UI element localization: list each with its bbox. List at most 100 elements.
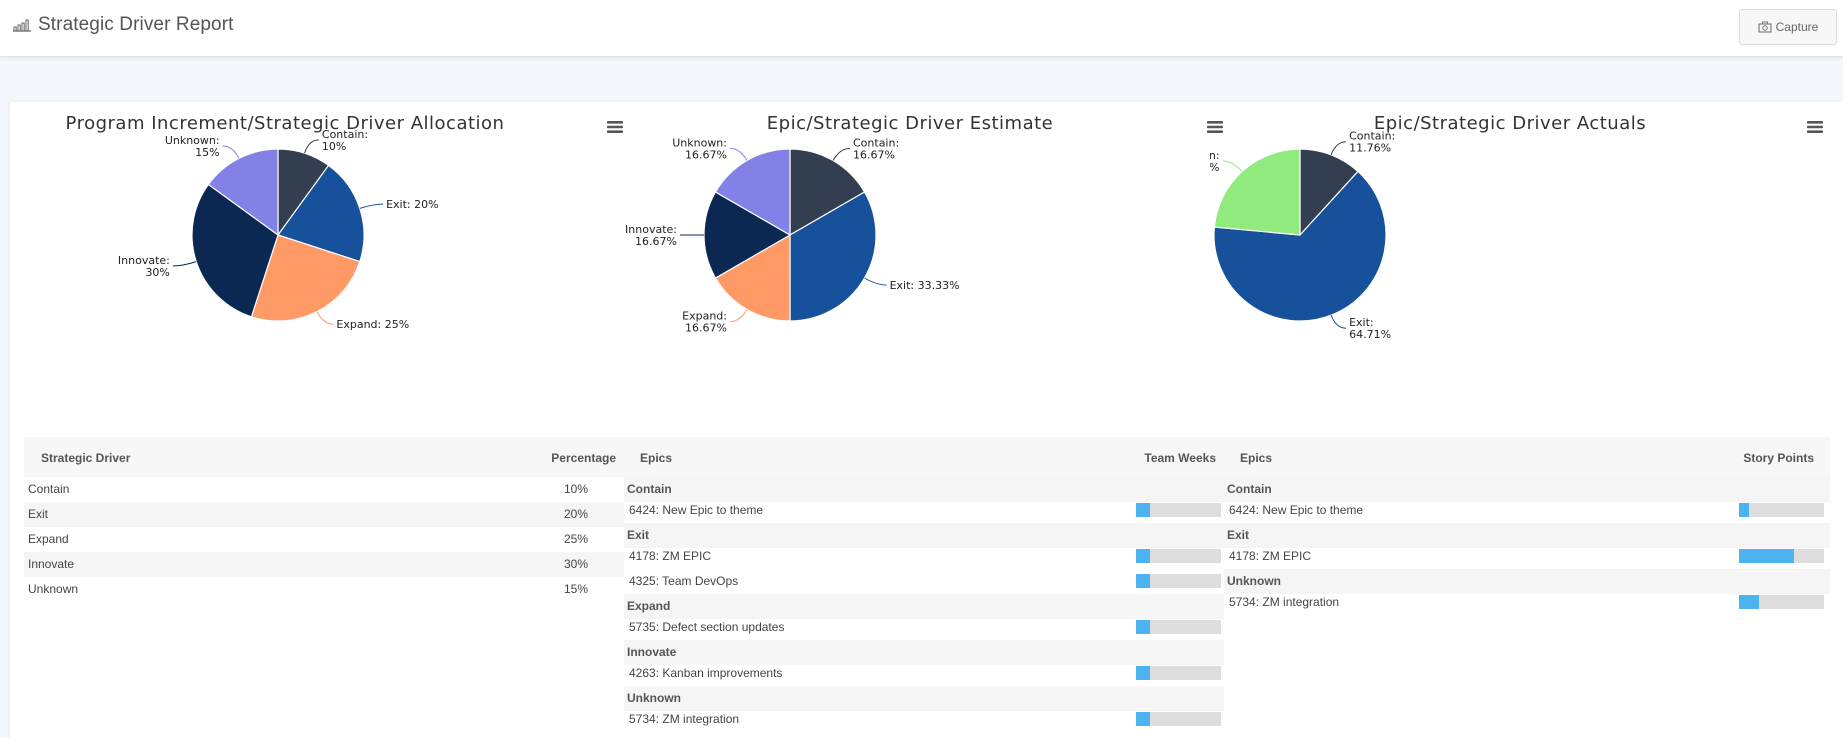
label-connector [832, 147, 851, 161]
slice-label: Innovate: [625, 223, 677, 236]
estimate-pie: Contain:16.67%Exit: 33.33%Expand:16.67%I… [625, 136, 960, 335]
epic-row[interactable]: 5734: ZM integration [1224, 590, 1830, 615]
slice-label: Unknown: [1210, 149, 1220, 162]
chart-title: Epic/Strategic Driver Estimate [766, 113, 1054, 134]
column-header: Epics [1240, 451, 1273, 465]
pie-slice-contain[interactable] [1299, 148, 1359, 237]
table-row: Innovate 30% [24, 552, 624, 577]
top-bar: Strategic Driver Report Capture [0, 0, 1843, 57]
pie-slice-unknown[interactable] [714, 148, 791, 237]
slice-label: Exit: [1349, 316, 1374, 329]
progress-bar-fill [1136, 666, 1150, 680]
chart-menu-icon[interactable] [1206, 120, 1224, 134]
label-connector [1330, 141, 1347, 155]
pie-slice-innovate[interactable] [703, 191, 792, 279]
label-connector [864, 277, 887, 286]
slice-label: Innovate: [118, 254, 170, 267]
epic-label: 5735: Defect section updates [629, 620, 785, 634]
group-row: Exit [1224, 523, 1830, 548]
epic-row[interactable]: 4325: Team DevOps [624, 569, 1224, 594]
progress-bar [1136, 549, 1221, 563]
capture-label: Capture [1775, 20, 1819, 34]
epic-row[interactable]: 4178: ZM EPIC [624, 544, 1224, 569]
pie-slice-innovate[interactable] [191, 183, 279, 318]
slice-label: Expand: [682, 310, 727, 323]
percentage-cell: 30% [563, 557, 588, 571]
label-connector [316, 311, 334, 325]
slice-label: Contain: [1349, 130, 1395, 143]
progress-bar [1136, 503, 1221, 517]
slice-value-label: 16.67% [685, 148, 727, 161]
table-row: Exit 20% [24, 502, 624, 527]
label-connector [729, 309, 748, 323]
chart-title: Program Increment/Strategic Driver Alloc… [65, 113, 505, 134]
group-label: Contain [1227, 482, 1272, 496]
epic-row[interactable]: 4178: ZM EPIC [1224, 544, 1830, 569]
slice-label: Unknown: [672, 136, 727, 149]
chart-actuals: Contain:11.76%Exit:64.71%Unknown:23.53% … [1210, 102, 1823, 432]
group-row: Unknown [624, 686, 1224, 711]
pie-slice-unknown[interactable] [207, 148, 279, 237]
pie-slice-expand[interactable] [714, 233, 791, 322]
pie-slice-exit[interactable] [277, 164, 365, 263]
progress-bar-fill [1739, 549, 1794, 563]
slice-label: Contain: [853, 136, 899, 149]
pie-slice-unknown[interactable] [1213, 148, 1301, 236]
progress-bar-fill [1739, 595, 1759, 609]
chart-estimate: Contain: 16.67% Exit: 33.33% Expand: 16.67% I… [610, 102, 1223, 432]
slice-value-label: 16.67% [685, 322, 727, 335]
epic-row[interactable]: 6424: New Epic to theme [1224, 498, 1830, 523]
progress-bar-fill [1136, 503, 1150, 517]
bar-chart-icon [13, 19, 31, 32]
label-connector [172, 261, 197, 267]
chart-menu-icon[interactable] [1806, 120, 1824, 134]
epic-label: 5734: ZM integration [629, 712, 740, 726]
slice-label: Contain: [322, 128, 368, 141]
group-label: Expand [627, 599, 671, 613]
pie-slice-exit[interactable] [789, 191, 877, 322]
chart-menu-icon[interactable] [606, 120, 624, 134]
slice-label: Unknown: [165, 134, 220, 147]
label-connector [1222, 160, 1243, 172]
capture-button[interactable]: Capture [1739, 9, 1837, 45]
driver-cell: Contain [28, 482, 70, 496]
label-connector [222, 145, 240, 159]
epic-label: 6424: New Epic to theme [1229, 503, 1364, 517]
page-title: Strategic Driver Report [38, 14, 234, 35]
column-header: Team Weeks [1144, 451, 1216, 465]
slice-label: Expand: 25% [336, 318, 409, 331]
column-header: Strategic Driver [41, 451, 131, 465]
allocation-pie: Contain:10% Exit: 20% Expand: 25% Innovate:… [118, 128, 439, 331]
pie-slice-contain[interactable] [789, 148, 866, 237]
table-row: Unknown 15% [24, 577, 624, 602]
progress-bar-fill [1136, 620, 1150, 634]
slice-value-label: 11.76% [1349, 142, 1391, 155]
brand: Strategic Driver Report [12, 14, 234, 36]
column-header: Percentage [551, 451, 616, 465]
slice-label: Exit: 20% [386, 198, 438, 211]
epic-label: 4178: ZM EPIC [1229, 549, 1312, 563]
driver-cell: Unknown [28, 582, 79, 596]
group-label: Exit [627, 528, 650, 542]
progress-bar [1739, 595, 1824, 609]
label-connector [304, 139, 319, 154]
driver-cell: Exit [28, 507, 49, 521]
pie-slice-exit[interactable] [1213, 170, 1387, 322]
slice-value-label: 15% [195, 146, 219, 159]
group-label: Unknown [1227, 574, 1281, 588]
group-label: Exit [1227, 528, 1250, 542]
epic-label: 4263: Kanban improvements [629, 666, 783, 680]
actuals-pie: Contain:11.76% Exit:64.71% Unknown:23.53% [1210, 130, 1395, 342]
epic-row[interactable]: 5735: Defect section updates [624, 615, 1224, 640]
epic-row[interactable]: 6424: New Epic to theme [624, 498, 1224, 523]
epic-row[interactable]: 4263: Kanban improvements [624, 661, 1224, 686]
progress-bar [1739, 549, 1824, 563]
group-row: Contain [1224, 477, 1830, 502]
group-label: Innovate [627, 645, 677, 659]
epic-row[interactable]: 5734: ZM integration [624, 707, 1224, 732]
column-header: Epics [640, 451, 673, 465]
percentage-cell: 25% [563, 532, 588, 546]
slice-value-label: 16.67% [635, 235, 677, 248]
label-connector [1330, 315, 1347, 329]
chart-title: Epic/Strategic Driver Actuals [1373, 113, 1647, 134]
